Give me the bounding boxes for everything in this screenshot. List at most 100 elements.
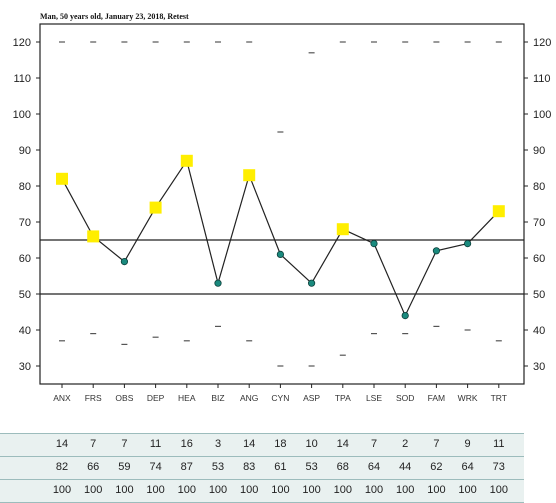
- series-line: [61, 159, 500, 318]
- table-cell: 53: [211, 461, 225, 473]
- x-tick-label-wrk: WRK: [458, 393, 478, 403]
- table-cell: 7: [433, 438, 440, 450]
- table-cell: 2: [402, 438, 409, 450]
- y-tick-label-left: 90: [19, 145, 31, 157]
- y-tick-label-right: 70: [533, 217, 545, 229]
- table-cell: 100: [396, 484, 415, 496]
- y-tick-label-right: 90: [533, 145, 545, 157]
- table-cell: 100: [489, 484, 508, 496]
- table-cell: 100: [146, 484, 165, 496]
- data-point-trt: [492, 205, 505, 218]
- raw-score-row: 14 7 7 11 16 3 14 18 10 14 7 2 7 9 11: [0, 433, 524, 456]
- data-point-sod: [401, 311, 409, 320]
- percentile-row: 100 100 100 100 100 100 100 100 100 100 100 100 100 1…: [0, 479, 524, 503]
- y-tick-label-right: 80: [533, 181, 545, 193]
- y-tick-label-left: 50: [19, 289, 31, 301]
- table-cell: 83: [243, 461, 256, 473]
- x-tick-label-obs: OBS: [115, 393, 133, 403]
- table-cell: 100: [333, 484, 352, 496]
- y-tick-label-right: 30: [533, 361, 545, 373]
- table-cell: 44: [399, 461, 412, 473]
- table-cell: 53: [305, 461, 318, 473]
- y-tick-label-left: 30: [19, 361, 31, 373]
- data-point-obs: [120, 257, 129, 266]
- table-cell: 87: [180, 461, 193, 473]
- table-cell: 82: [55, 461, 69, 473]
- data-point-asp: [307, 279, 316, 287]
- data-point-anx: [56, 172, 68, 185]
- table-cell: 11: [149, 438, 162, 450]
- x-tick-label-frs: FRS: [85, 393, 102, 403]
- x-tick-label-cyn: CYN: [271, 393, 289, 403]
- data-point-ang: [243, 169, 256, 182]
- y-tick-label-left: 40: [19, 325, 31, 337]
- y-tick-label-right: 110: [533, 73, 551, 85]
- data-point-hea: [180, 154, 193, 167]
- y-tick-label-left: 100: [13, 109, 31, 121]
- table-cell: 68: [336, 461, 349, 473]
- x-tick-label-biz: BIZ: [211, 393, 224, 403]
- x-tick-label-fam: FAM: [428, 393, 445, 403]
- table-cell: 100: [115, 484, 134, 496]
- table-cell: 73: [492, 461, 505, 473]
- plot-frame: [39, 23, 525, 385]
- x-tick-label-sod: SOD: [396, 393, 414, 403]
- data-point-tpa: [336, 223, 349, 236]
- table-cell: 100: [208, 484, 228, 496]
- table-cell: 100: [271, 484, 290, 496]
- score-table: 14 7 7 11 16 3 14 18 10 14 7 2 7 9 11 82 66 59 74 87 53 83 61 5…: [0, 433, 524, 503]
- table-cell: 100: [364, 484, 384, 496]
- x-tick-label-anx: ANX: [53, 393, 71, 403]
- y-tick-label-left: 110: [13, 73, 31, 85]
- y-tick-label-right: 40: [533, 325, 545, 337]
- data-point-biz: [214, 279, 222, 287]
- table-cell: 66: [87, 461, 100, 473]
- x-tick-label-lse: LSE: [366, 393, 382, 403]
- table-cell: 61: [274, 461, 287, 473]
- chart-plot: 30 30 40 40 50 50 60 60 70 70 80 80 90 90 100 100 110 110…: [13, 23, 551, 403]
- table-cell: 100: [240, 484, 259, 496]
- table-cell: 62: [430, 461, 443, 473]
- x-tick-label-hea: HEA: [178, 393, 196, 403]
- data-point-wrk: [463, 240, 472, 248]
- y-tick-label-left: 120: [13, 37, 31, 49]
- table-cell: 64: [367, 461, 381, 473]
- table-cell: 16: [180, 438, 193, 450]
- y-tick-label-left: 60: [19, 253, 31, 265]
- data-point-lse: [370, 240, 378, 248]
- x-tick-label-ang: ANG: [240, 393, 258, 403]
- table-cell: 3: [214, 438, 222, 450]
- table-cell: 7: [370, 438, 378, 450]
- y-tick-label-left: 70: [19, 217, 31, 229]
- table-cell: 59: [118, 461, 131, 473]
- y-tick-label-left: 80: [19, 181, 31, 193]
- y-tick-label-right: 100: [533, 109, 551, 121]
- table-cell: 100: [84, 484, 103, 496]
- table-cell: 100: [177, 484, 196, 496]
- table-cell: 100: [302, 484, 321, 496]
- table-cell: 14: [55, 438, 69, 450]
- table-cell: 9: [464, 438, 471, 450]
- table-cell: 10: [305, 438, 318, 450]
- table-cell: 18: [274, 438, 287, 450]
- x-tick-label-trt: TRT: [491, 393, 507, 403]
- y-tick-label-right: 60: [533, 253, 545, 265]
- data-point-cyn: [276, 250, 284, 258]
- chart-title: Man, 50 years old, January 23, 2018, Ret…: [40, 12, 189, 21]
- data-point-frs: [87, 230, 100, 243]
- x-tick-label-tpa: TPA: [335, 393, 351, 403]
- data-point-fam: [432, 247, 440, 255]
- data-point-dep: [149, 201, 162, 214]
- x-tick-label-asp: ASP: [303, 393, 320, 403]
- table-cell: 7: [90, 438, 97, 450]
- table-cell: 14: [243, 438, 256, 450]
- x-tick-label-dep: DEP: [147, 393, 165, 403]
- table-cell: 74: [149, 461, 162, 473]
- table-cell: 14: [336, 438, 349, 450]
- table-cell: 64: [461, 461, 474, 473]
- t-score-row: 82 66 59 74 87 53 83 61 53 68 64 44 62 64 73: [0, 456, 524, 479]
- table-cell: 11: [493, 438, 505, 450]
- y-tick-label-right: 120: [533, 37, 551, 49]
- y-tick-label-right: 50: [533, 289, 545, 301]
- table-cell: 100: [427, 484, 446, 496]
